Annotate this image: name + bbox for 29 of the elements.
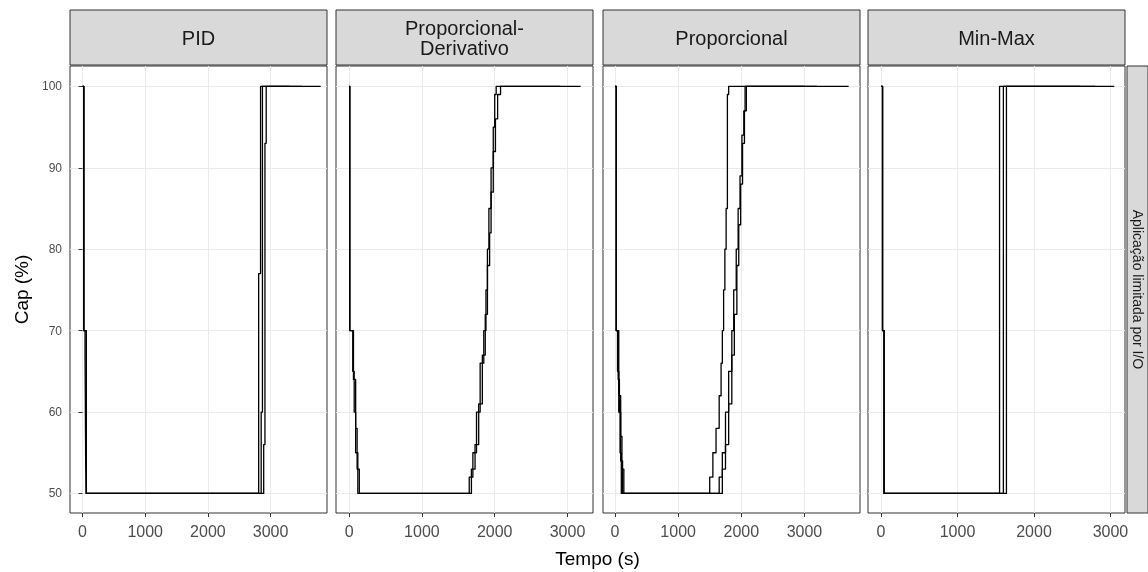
y-tick-label: 50	[48, 486, 63, 501]
y-axis-title: Cap (%)	[11, 254, 33, 325]
y-tick-label: 60	[48, 405, 63, 420]
x-tick-label: 2000	[190, 522, 226, 540]
x-tick-label: 3000	[786, 522, 823, 540]
x-tick-label: 0	[610, 522, 620, 540]
x-tick-label: 2000	[723, 522, 760, 540]
y-tick-label: 90	[48, 160, 63, 175]
y-tick-label: 70	[48, 323, 63, 338]
x-tick-label: 3000	[1092, 522, 1129, 540]
x-tick-label: 2000	[1016, 522, 1052, 540]
chart-title: PID	[181, 27, 216, 49]
x-axis-title: Tempo (s)	[554, 548, 641, 570]
x-tick-label: 1000	[404, 522, 440, 540]
chart-title: Proporcional	[675, 27, 788, 49]
x-tick-label: 1000	[939, 522, 976, 540]
chart-title: Proporcional-Derivativo	[405, 17, 524, 59]
y-tick-label: 80	[48, 242, 63, 257]
x-tick-label: 0	[78, 522, 88, 540]
x-tick-label: 1000	[660, 522, 697, 540]
x-tick-label: 1000	[127, 522, 164, 540]
x-tick-label: 2000	[476, 522, 513, 540]
text: Aplicação limitada por I/O	[1130, 209, 1146, 370]
x-tick-label: 0	[876, 522, 886, 540]
y-tick-label: 100	[41, 79, 63, 94]
x-tick-label: 0	[344, 522, 354, 540]
x-tick-label: 3000	[549, 522, 586, 540]
chart-title: Min-Max	[958, 27, 1035, 49]
x-tick-label: 3000	[252, 522, 289, 540]
